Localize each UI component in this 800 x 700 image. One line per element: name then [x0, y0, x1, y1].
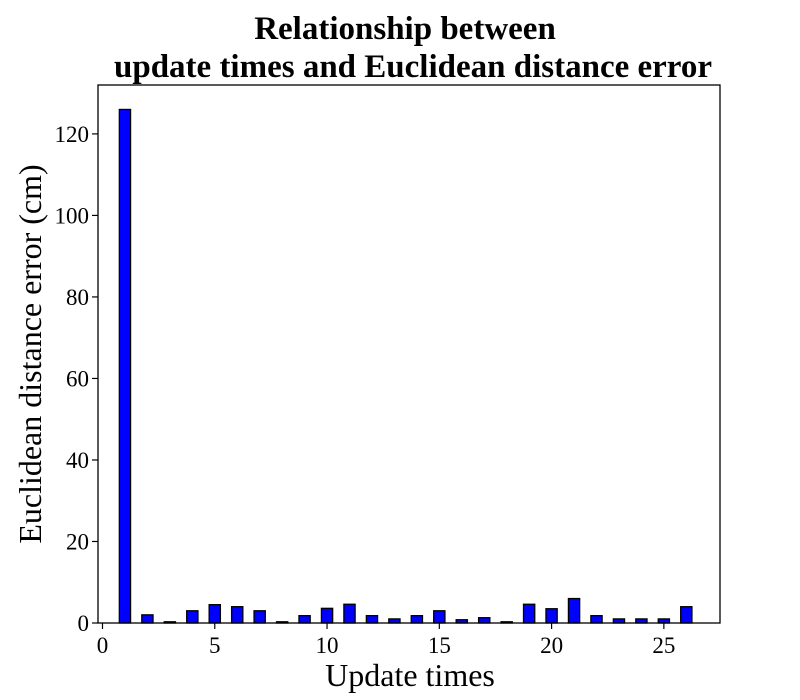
plot-frame — [97, 84, 721, 624]
bar-15 — [433, 610, 446, 624]
chart-title-line-1: Relationship between — [254, 11, 556, 47]
bar-5 — [208, 604, 222, 624]
y-tick-label-20: 20 — [66, 529, 89, 554]
bar-21 — [567, 597, 581, 624]
y-tick-label-80: 80 — [66, 285, 89, 310]
bar-1 — [118, 108, 132, 624]
bar-7 — [253, 610, 266, 624]
x-tick-label-10: 10 — [316, 633, 339, 658]
x-tick-label-5: 5 — [209, 633, 221, 658]
x-tick-label-0: 0 — [97, 633, 109, 658]
bar-26 — [680, 606, 693, 624]
bar-17 — [477, 617, 491, 624]
bar-19 — [522, 603, 536, 624]
bar-2 — [141, 614, 154, 624]
x-tick-label-25: 25 — [652, 633, 675, 658]
bar-6 — [230, 606, 244, 624]
bar-series — [118, 108, 693, 624]
bar-11 — [343, 603, 356, 624]
bar-4 — [186, 610, 199, 624]
y-tick-label-120: 120 — [55, 122, 90, 147]
y-axis-ticks: 0 20 40 60 80 100 120 — [55, 122, 98, 636]
y-tick-label-100: 100 — [55, 203, 90, 228]
bar-12 — [365, 615, 379, 624]
bar-9 — [298, 615, 311, 624]
y-tick-label-0: 0 — [78, 611, 90, 636]
x-axis-ticks: 0 5 10 15 20 25 — [97, 623, 675, 658]
chart-title-line-2: update times and Euclidean distance erro… — [114, 49, 712, 85]
x-tick-label-20: 20 — [540, 633, 563, 658]
x-tick-label-15: 15 — [428, 633, 451, 658]
bar-20 — [545, 608, 558, 624]
y-axis-label: Euclidean distance error (cm) — [12, 164, 48, 543]
x-axis-label: Update times — [325, 657, 495, 693]
bar-14 — [410, 615, 424, 624]
bar-22 — [590, 615, 603, 624]
y-tick-label-60: 60 — [66, 366, 89, 391]
y-tick-label-40: 40 — [66, 448, 89, 473]
bar-10 — [320, 607, 334, 624]
